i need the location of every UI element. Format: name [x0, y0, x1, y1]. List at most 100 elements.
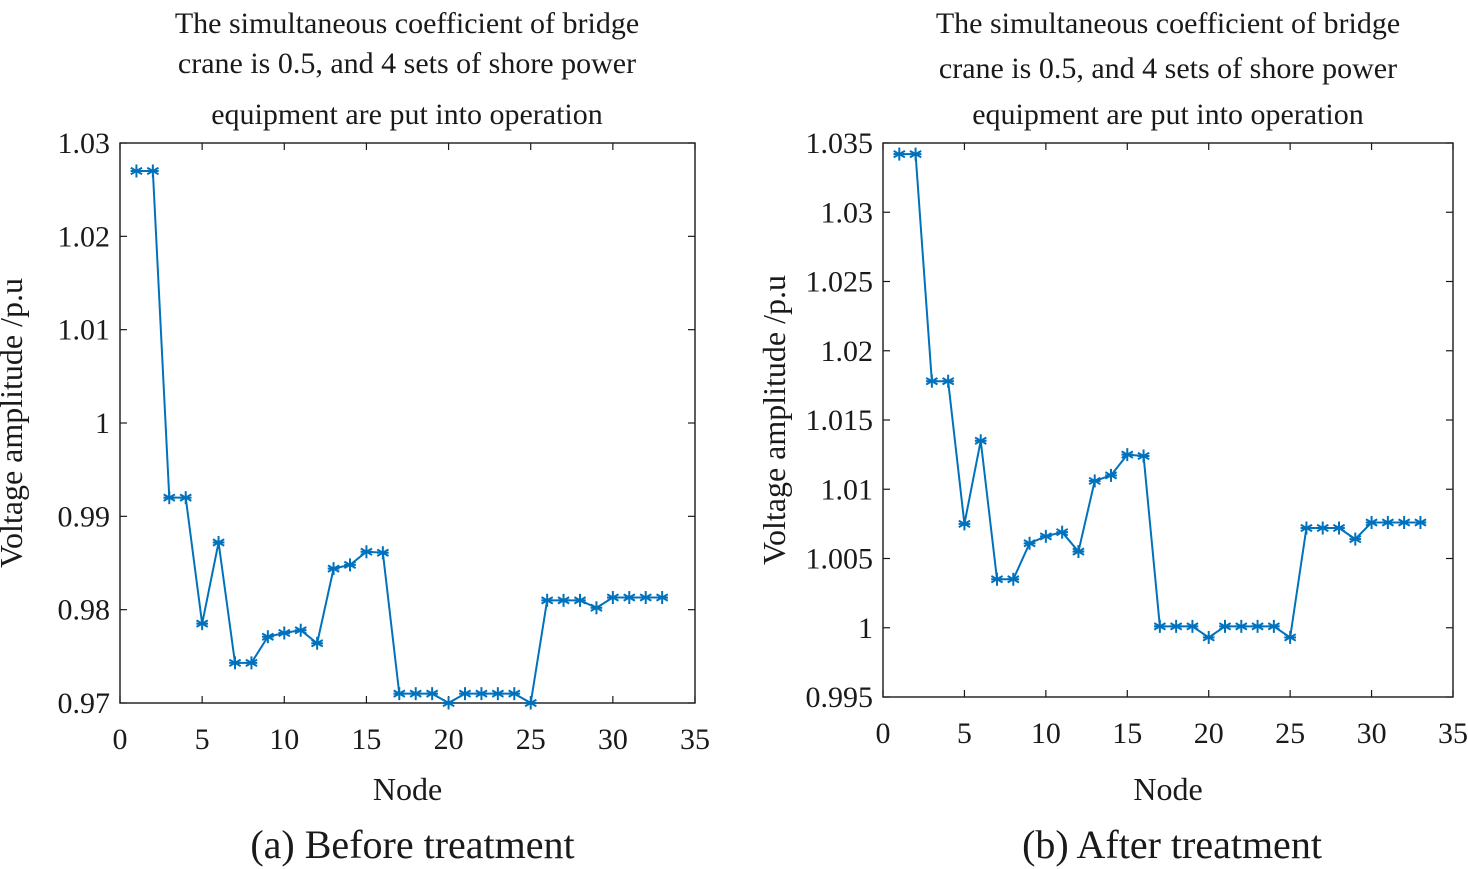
data-point-node-15 — [360, 545, 373, 559]
y-tick-label: 0.99 — [58, 500, 111, 533]
data-point-node-30 — [1365, 515, 1378, 529]
plot-area-frame — [119, 142, 696, 704]
data-point-node-23 — [1251, 619, 1264, 633]
x-tick-label: 25 — [1275, 717, 1305, 750]
data-point-node-18 — [1170, 619, 1183, 633]
y-tick-label: 1.035 — [806, 127, 874, 160]
data-point-node-2 — [909, 147, 922, 161]
data-point-node-31 — [623, 591, 636, 605]
data-point-node-3 — [163, 491, 176, 505]
data-point-node-32 — [1398, 515, 1411, 529]
chart-b-after-treatment: The simultaneous coefficient of bridge cr… — [756, 7, 1468, 867]
voltage-series-line — [136, 170, 663, 705]
y-tick-label: 0.97 — [58, 687, 111, 720]
y-axis-label: Voltage amplitude /p.u — [0, 278, 29, 568]
x-tick-label: 15 — [351, 723, 381, 756]
y-tick-label: 1.005 — [806, 543, 874, 576]
x-axis-label: Node — [373, 771, 442, 807]
data-point-node-22 — [1235, 619, 1248, 633]
data-point-node-29 — [1349, 532, 1362, 546]
voltage-series-line — [899, 153, 1421, 640]
x-tick-label: 30 — [1357, 717, 1387, 750]
data-point-node-5 — [958, 517, 971, 531]
data-point-node-25 — [1284, 630, 1297, 644]
data-point-node-15 — [1121, 448, 1134, 462]
data-point-node-18 — [409, 687, 422, 701]
data-point-node-27 — [1316, 521, 1329, 535]
y-tick-label: 1.02 — [58, 220, 111, 253]
data-point-node-16 — [1137, 449, 1150, 463]
data-point-node-12 — [311, 636, 324, 650]
data-point-node-4 — [942, 374, 955, 388]
y-tick-label: 1.01 — [58, 314, 111, 347]
x-tick-label: 15 — [1112, 717, 1142, 750]
data-point-node-24 — [508, 687, 521, 701]
data-point-node-30 — [606, 591, 619, 605]
chart-title-line-2: crane is 0.5, and 4 sets of shore power — [939, 52, 1397, 85]
data-point-node-10 — [1039, 529, 1052, 543]
data-point-node-7 — [228, 656, 242, 670]
subfigure-caption: (b) After treatment — [1022, 822, 1322, 867]
data-point-node-19 — [426, 687, 439, 701]
data-point-node-28 — [573, 593, 587, 607]
x-tick-label: 10 — [269, 723, 299, 756]
data-point-node-6 — [974, 434, 987, 448]
x-tick-label: 30 — [598, 723, 628, 756]
subfigure-caption: (a) Before treatment — [250, 822, 574, 867]
y-tick-label: 1.03 — [58, 127, 111, 160]
data-point-node-28 — [1332, 521, 1346, 535]
x-tick-label: 10 — [1031, 717, 1061, 750]
y-tick-label: 1.01 — [821, 473, 874, 506]
y-tick-label: 1.025 — [806, 266, 874, 299]
data-point-node-11 — [1056, 525, 1069, 539]
data-point-node-8 — [1007, 572, 1020, 586]
data-point-node-10 — [278, 626, 291, 640]
data-point-node-2 — [146, 164, 159, 178]
data-point-node-19 — [1186, 619, 1199, 633]
data-point-node-9 — [1023, 536, 1036, 550]
data-point-node-25 — [524, 696, 537, 710]
data-point-node-1 — [893, 147, 906, 161]
y-tick-label: 1.03 — [821, 196, 874, 229]
x-tick-label: 0 — [876, 717, 891, 750]
data-point-node-26 — [1300, 521, 1313, 535]
y-tick-label: 1 — [858, 612, 873, 645]
data-point-node-29 — [590, 601, 603, 615]
x-axis-label: Node — [1133, 771, 1202, 807]
data-point-node-13 — [327, 562, 340, 576]
y-tick-label: 1.02 — [821, 335, 874, 368]
data-point-node-20 — [1202, 630, 1215, 644]
data-point-node-14 — [343, 558, 357, 572]
data-point-node-26 — [541, 593, 554, 607]
data-point-node-16 — [376, 546, 389, 560]
data-point-node-32 — [639, 591, 652, 605]
chart-title-line-3: equipment are put into operation — [972, 98, 1364, 131]
data-point-node-27 — [557, 593, 570, 607]
data-point-node-4 — [179, 491, 192, 505]
data-point-node-9 — [261, 630, 274, 644]
x-tick-label: 35 — [680, 723, 710, 756]
data-point-node-33 — [656, 591, 669, 605]
y-tick-label: 1.015 — [806, 404, 874, 437]
y-axis-label: Voltage amplitude /p.u — [756, 275, 792, 565]
chart-title-line-2: crane is 0.5, and 4 sets of shore power — [178, 47, 636, 80]
x-tick-label: 20 — [434, 723, 464, 756]
data-point-node-1 — [130, 164, 143, 178]
plot-area-frame — [882, 142, 1454, 698]
data-point-node-12 — [1072, 545, 1085, 559]
data-point-node-8 — [245, 656, 258, 670]
data-point-node-7 — [990, 572, 1004, 586]
y-tick-label: 1 — [95, 407, 110, 440]
y-tick-label: 0.995 — [806, 681, 874, 714]
data-point-node-17 — [393, 687, 406, 701]
chart-title-line-3: equipment are put into operation — [211, 98, 603, 131]
data-point-node-13 — [1088, 474, 1101, 488]
data-point-node-33 — [1414, 515, 1427, 529]
x-tick-label: 0 — [113, 723, 128, 756]
data-point-node-3 — [925, 374, 938, 388]
data-point-node-22 — [475, 687, 488, 701]
data-point-node-14 — [1104, 468, 1118, 482]
chart-title-line-1: The simultaneous coefficient of bridge — [936, 7, 1400, 40]
data-point-node-21 — [1218, 619, 1232, 633]
